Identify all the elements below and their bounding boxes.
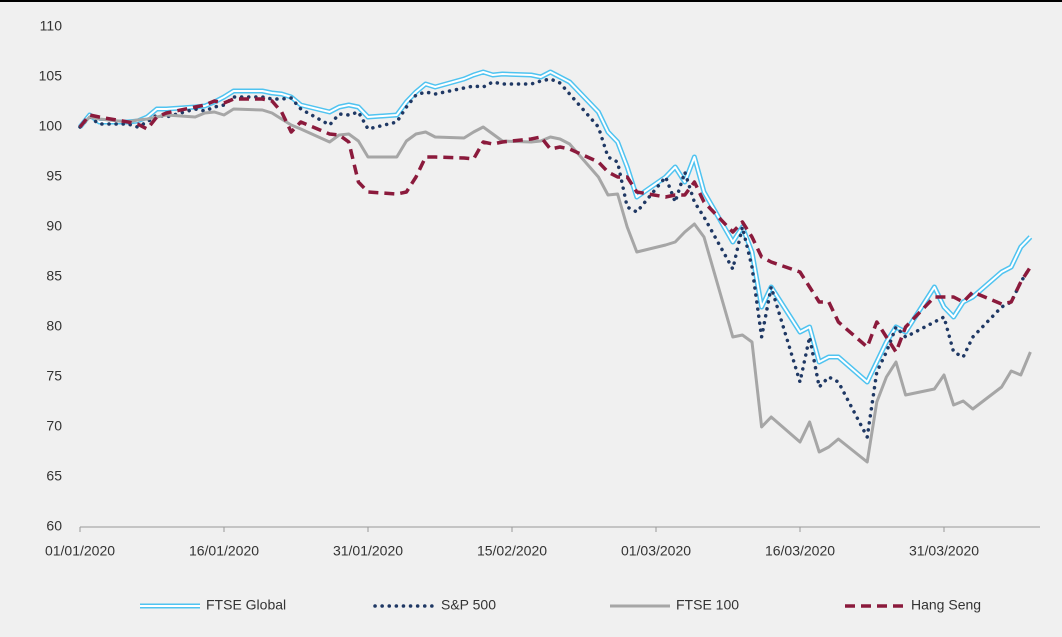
x-tick-label: 16/01/2020	[189, 543, 259, 559]
series-line	[78, 77, 1033, 439]
x-tick-label: 16/03/2020	[765, 543, 835, 559]
y-tick-label: 70	[46, 418, 62, 434]
x-tick-label: 15/02/2020	[477, 543, 547, 559]
x-tick-label: 31/01/2020	[333, 543, 403, 559]
y-tick-label: 85	[46, 268, 62, 284]
y-tick-label: 80	[46, 318, 62, 334]
y-tick-label: 105	[39, 68, 63, 84]
y-tick-label: 75	[46, 368, 62, 384]
series-line-inner	[79, 71, 1032, 383]
series-line	[78, 97, 1032, 354]
legend-label: Hang Seng	[911, 597, 981, 613]
y-tick-label: 100	[39, 118, 63, 134]
y-tick-label: 90	[46, 218, 62, 234]
legend-label: FTSE Global	[206, 597, 286, 613]
y-tick-label: 60	[46, 518, 62, 534]
y-tick-label: 95	[46, 168, 62, 184]
series-line	[78, 107, 1032, 464]
y-tick-label: 65	[46, 468, 62, 484]
x-tick-label: 01/03/2020	[621, 543, 691, 559]
y-tick-label: 110	[40, 18, 63, 34]
legend-label: FTSE 100	[676, 597, 739, 613]
x-tick-label: 01/01/2020	[45, 543, 115, 559]
x-tick-label: 31/03/2020	[909, 543, 979, 559]
legend-label: S&P 500	[441, 597, 496, 613]
